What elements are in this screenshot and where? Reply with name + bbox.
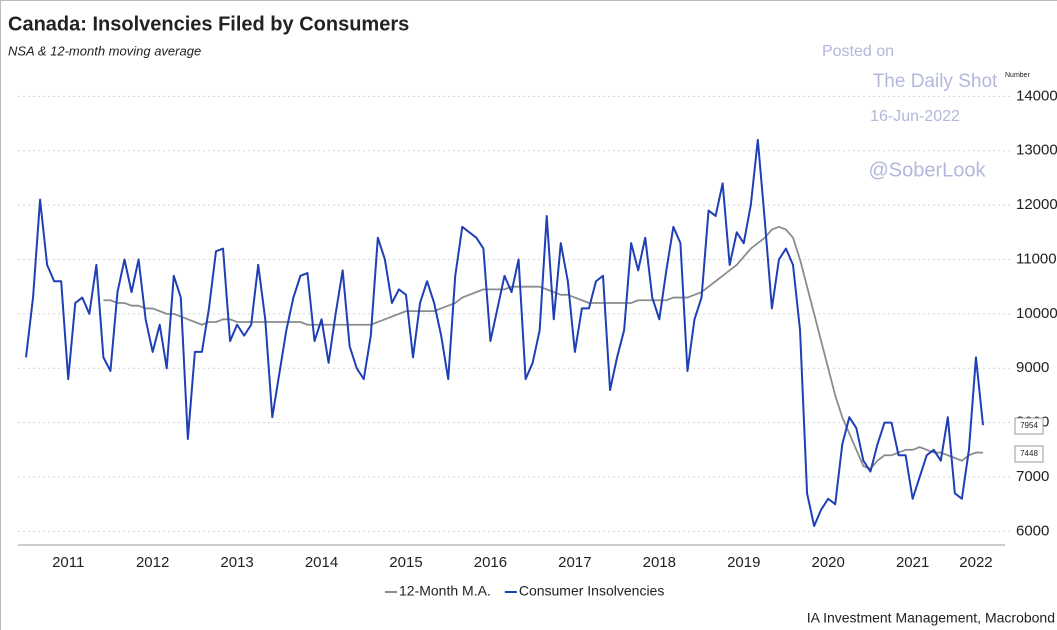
- watermark: The Daily Shot: [873, 71, 998, 92]
- y-tick-label: 11000: [1016, 250, 1057, 267]
- y-tick-label: 9000: [1016, 359, 1049, 376]
- x-tick-label: 2022: [959, 554, 992, 571]
- y-tick-label: 14000: [1016, 87, 1057, 104]
- x-tick-label: 2018: [643, 554, 676, 571]
- chart-title: Canada: Insolvencies Filed by Consumers: [8, 13, 409, 35]
- watermark: @SoberLook: [868, 159, 986, 181]
- y-tick-label: 12000: [1016, 196, 1057, 213]
- end-label: 7448: [1020, 449, 1038, 458]
- x-tick-label: 2020: [812, 554, 845, 571]
- y-tick-label: 7000: [1016, 468, 1049, 485]
- end-label: 7954: [1020, 421, 1038, 430]
- y-tick-label: 13000: [1016, 142, 1057, 159]
- watermark: 16-Jun-2022: [870, 108, 960, 125]
- x-tick-label: 2021: [896, 554, 929, 571]
- watermark: Posted on: [822, 43, 894, 60]
- end-label-box: [1014, 417, 1044, 435]
- legend-label: 12-Month M.A.: [399, 583, 491, 599]
- source: IA Investment Management, Macrobond: [807, 610, 1055, 626]
- legend-label: Consumer Insolvencies: [519, 583, 665, 599]
- x-tick-label: 2011: [52, 554, 84, 571]
- chart-subtitle: NSA & 12-month moving average: [8, 43, 201, 58]
- y-tick-label: 6000: [1016, 522, 1049, 539]
- y-axis-label: Number: [1005, 72, 1031, 79]
- x-tick-label: 2015: [389, 554, 422, 571]
- x-tick-label: 2013: [220, 554, 253, 571]
- y-tick-label: 10000: [1016, 305, 1057, 322]
- x-tick-label: 2017: [558, 554, 591, 571]
- x-tick-label: 2019: [727, 554, 760, 571]
- series-line: [25, 138, 984, 527]
- x-tick-label: 2014: [305, 554, 338, 571]
- end-label-box: [1014, 445, 1044, 463]
- x-tick-label: 2012: [136, 554, 169, 571]
- x-tick-label: 2016: [474, 554, 507, 571]
